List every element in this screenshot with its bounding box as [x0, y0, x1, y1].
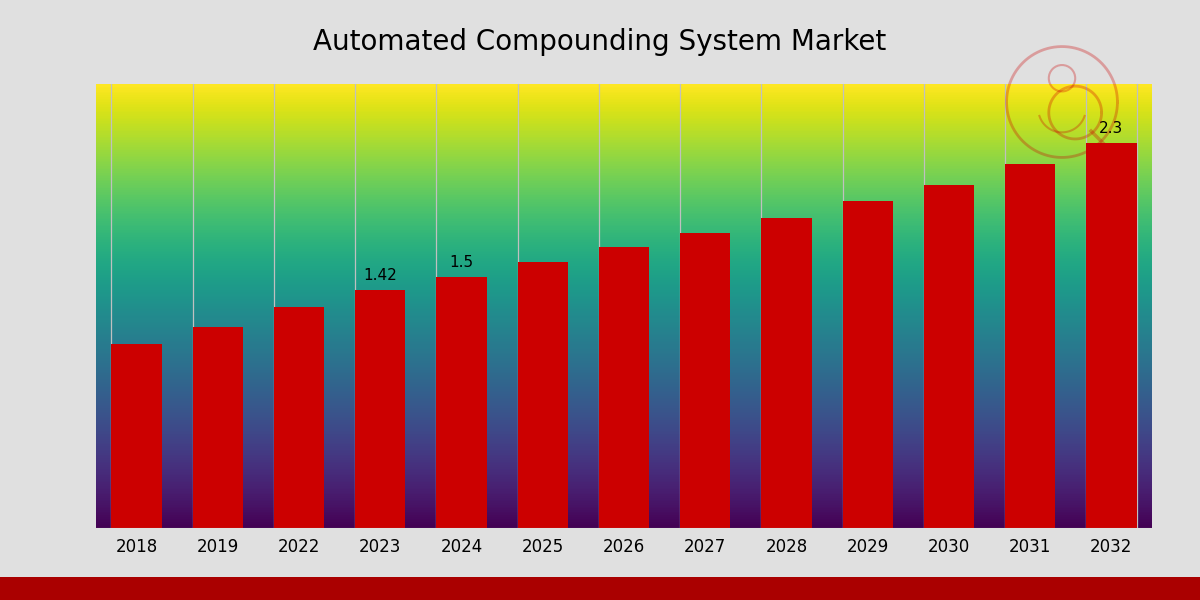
Bar — [924, 185, 974, 528]
Bar — [193, 327, 244, 528]
Bar — [761, 218, 811, 528]
Text: Automated Compounding System Market: Automated Compounding System Market — [313, 28, 887, 56]
Bar — [1004, 164, 1055, 528]
Text: 1.42: 1.42 — [364, 268, 397, 283]
Bar — [842, 201, 893, 528]
Bar — [437, 277, 487, 528]
Bar — [112, 344, 162, 528]
Bar — [517, 262, 568, 528]
Bar — [1086, 143, 1136, 528]
Text: 1.5: 1.5 — [450, 255, 474, 270]
Bar — [599, 247, 649, 528]
Bar — [680, 233, 731, 528]
Text: 2.3: 2.3 — [1099, 121, 1123, 136]
Bar — [355, 290, 406, 528]
Bar — [274, 307, 324, 528]
